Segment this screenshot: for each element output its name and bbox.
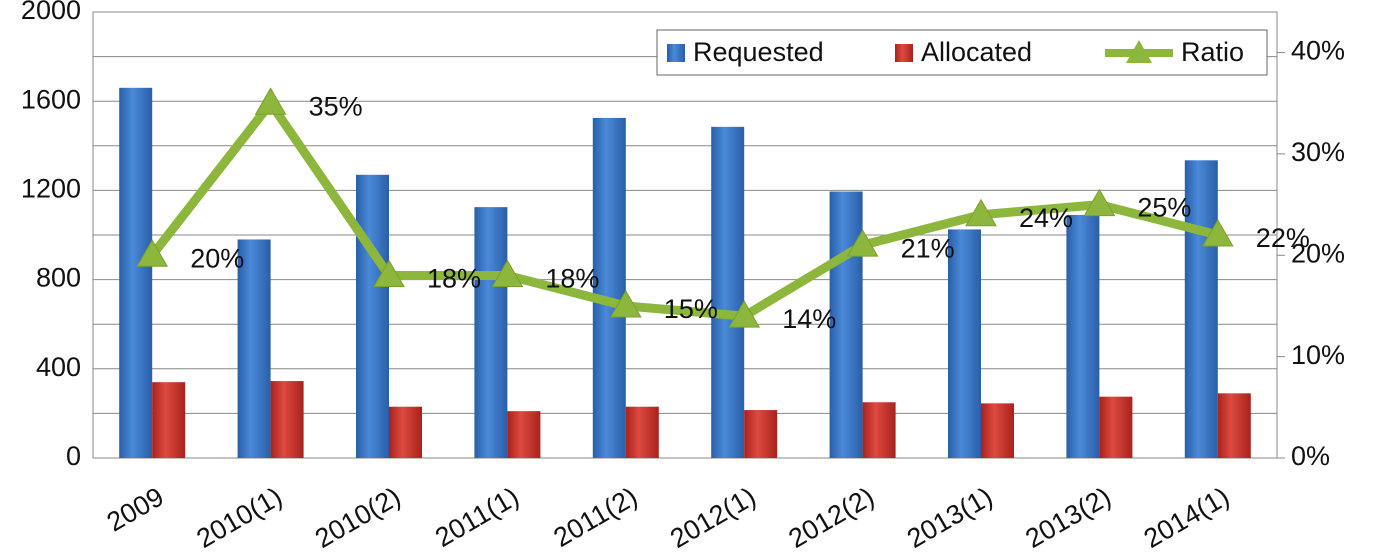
bar: [270, 381, 304, 458]
ratio-marker: [491, 259, 524, 288]
ratio-marker: [254, 87, 287, 115]
ratio-marker: [846, 229, 879, 257]
data-label: 25%: [1137, 193, 1191, 223]
bar: [1217, 393, 1251, 458]
bar: [829, 191, 863, 458]
data-label: 15%: [664, 294, 718, 324]
legend: Requested Allocated Ratio: [656, 29, 1268, 76]
x-tick-label: 2012(2): [784, 481, 880, 554]
bar: [1184, 160, 1218, 459]
legend-marker: [1126, 40, 1152, 63]
bar: [152, 382, 186, 458]
x-tick-label: 2009: [102, 481, 169, 537]
ratio-marker: [373, 259, 405, 288]
bar: [948, 229, 981, 458]
x-tick-label: 2014(1): [1139, 481, 1235, 554]
data-label: 24%: [1019, 203, 1073, 233]
x-tick-label: 2011(1): [430, 481, 524, 553]
ratio-line: [148, 98, 1219, 321]
data-label: 18%: [545, 264, 599, 294]
x-tick-label: 2013(1): [902, 481, 998, 554]
bar: [1066, 214, 1100, 458]
y-tick-label: 400: [36, 352, 81, 382]
bar: [389, 406, 422, 458]
ratio-marker: [1083, 188, 1116, 217]
legend-label: Requested: [693, 37, 824, 67]
data-label: 21%: [901, 233, 955, 263]
data-label: 14%: [782, 304, 836, 334]
ratio-marker: [136, 239, 169, 267]
bar: [592, 117, 626, 459]
x-tick-label: 2010(1): [192, 481, 288, 554]
bar: [981, 403, 1014, 458]
bar: [1099, 396, 1133, 458]
x-tick-label: 2012(1): [665, 481, 761, 554]
data-label: 22%: [1256, 223, 1310, 253]
y-tick-label: 800: [36, 263, 81, 293]
bar: [625, 406, 659, 458]
bar: [474, 207, 508, 458]
x-tick-label: 2010(2): [310, 481, 406, 554]
bar: [119, 87, 153, 458]
legend-label: Allocated: [921, 37, 1032, 67]
ratio-marker: [965, 198, 997, 227]
data-label: 35%: [309, 91, 363, 121]
bar: [237, 239, 271, 458]
data-label: 18%: [427, 264, 481, 294]
bar: [356, 174, 389, 459]
legend-swatch: [667, 44, 685, 62]
ratio-marker: [1201, 218, 1234, 247]
y-tick-label: 1200: [21, 174, 81, 204]
y2-tick-label: 10%: [1291, 340, 1345, 370]
bar: [744, 410, 778, 458]
y2-tick-label: 40%: [1291, 36, 1345, 66]
y-tick-label: 0: [66, 441, 81, 471]
bar: [507, 411, 541, 458]
y2-tick-label: 30%: [1291, 137, 1345, 167]
y-tick-label: 2000: [21, 0, 81, 25]
x-tick-label: 2013(2): [1020, 481, 1116, 554]
bar: [862, 402, 896, 458]
ratio-marker: [609, 289, 642, 318]
ratio-marker: [728, 300, 761, 328]
bar: [711, 126, 745, 458]
legend-swatch: [895, 44, 913, 62]
y-tick-label: 1600: [21, 84, 81, 114]
data-label: 20%: [190, 243, 244, 273]
x-tick-label: 2011(2): [549, 481, 643, 553]
y2-tick-label: 20%: [1291, 238, 1345, 268]
legend-label: Ratio: [1181, 37, 1244, 67]
y2-tick-label: 0%: [1291, 441, 1330, 471]
